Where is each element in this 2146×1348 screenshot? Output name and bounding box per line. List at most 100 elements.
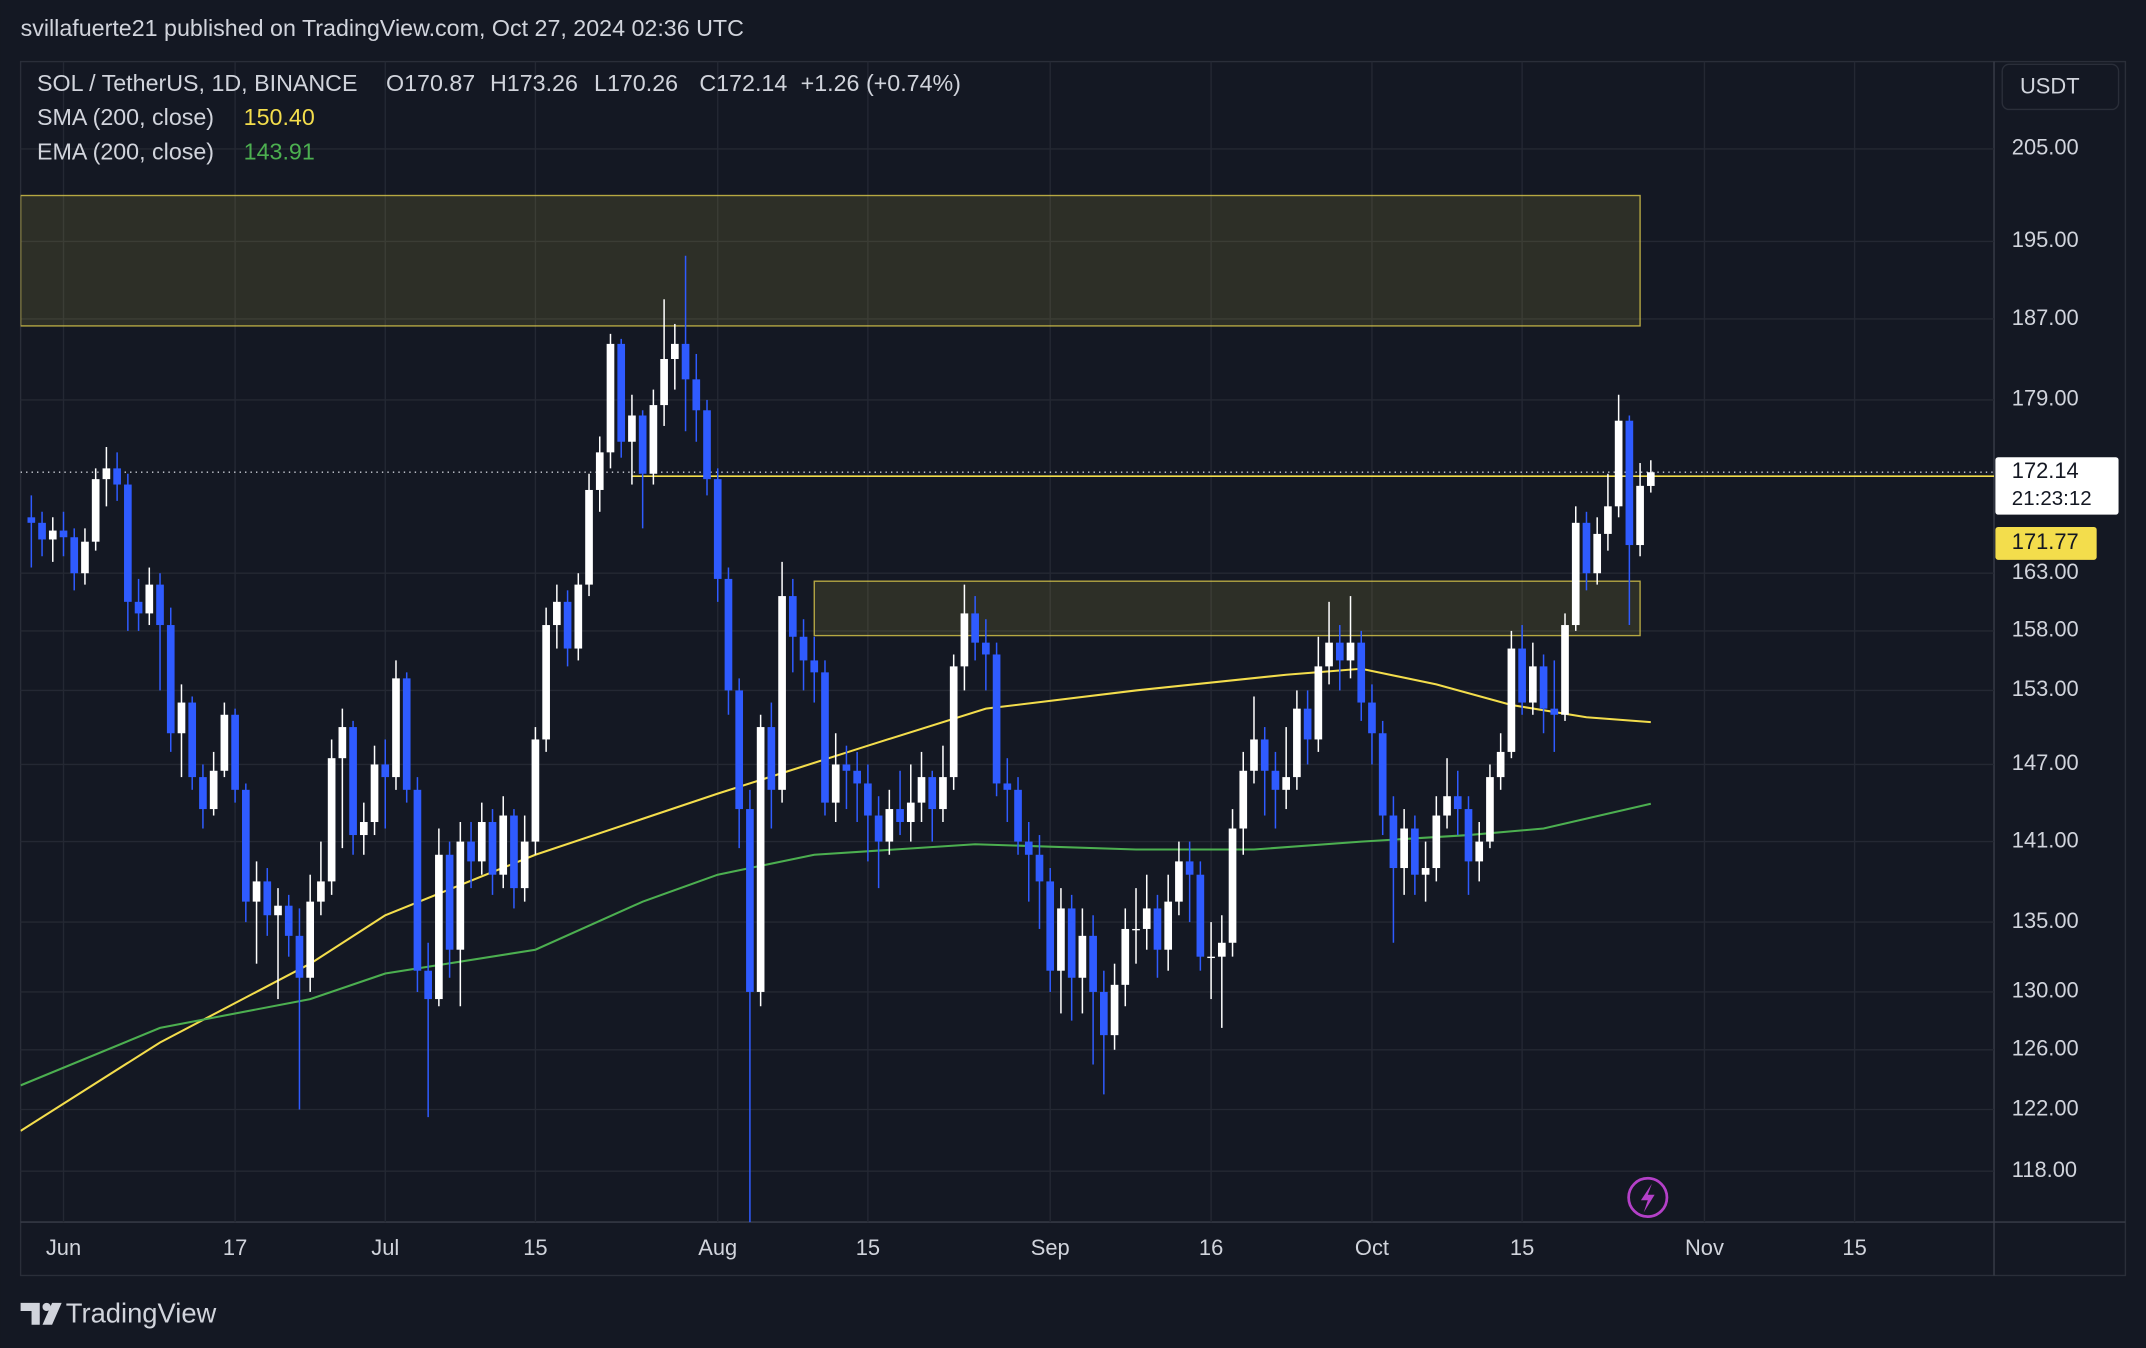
- candle-body: [821, 672, 829, 803]
- candle-body: [606, 343, 615, 453]
- candle-body: [1518, 648, 1526, 703]
- candle-body: [756, 727, 765, 992]
- indicator-line: [20, 667, 1651, 1132]
- currency-button[interactable]: [2001, 63, 2120, 111]
- candle-body: [1228, 828, 1237, 943]
- candle-body: [306, 901, 315, 978]
- candle-body: [864, 783, 872, 816]
- candle-body: [1057, 908, 1065, 971]
- candle-body: [810, 660, 819, 673]
- ohlc-value: +1.26 (+0.74%): [801, 70, 961, 96]
- ohlc-value: H173.26: [490, 70, 578, 96]
- candle-body: [735, 690, 744, 810]
- candle-body: [370, 764, 379, 823]
- candle-body: [724, 578, 733, 691]
- candle-body: [1175, 861, 1183, 902]
- candle-body: [27, 517, 36, 523]
- candle-body: [145, 584, 154, 614]
- y-tick-label: 205.00: [2012, 135, 2079, 160]
- candle-body: [1529, 666, 1537, 703]
- candle-body: [467, 841, 475, 862]
- candle-body: [767, 727, 776, 790]
- logo-dot: [42, 1302, 51, 1312]
- candle-body: [928, 777, 937, 810]
- candle-body: [703, 410, 711, 480]
- candle-body: [1464, 809, 1473, 862]
- candle-body: [906, 802, 915, 823]
- level-price-box: [1995, 526, 2097, 560]
- candle-body: [70, 537, 79, 574]
- countdown-label: 21:23:12: [2012, 487, 2092, 510]
- candle-body: [113, 468, 121, 485]
- candle-body: [971, 613, 979, 643]
- candle-body: [102, 468, 111, 480]
- candle-body: [477, 822, 486, 862]
- candle-body: [1153, 908, 1162, 950]
- candle-body: [188, 702, 197, 778]
- candle-body: [713, 479, 722, 579]
- y-tick-label: 126.00: [2012, 1036, 2079, 1061]
- candle-body: [456, 841, 465, 950]
- candle-body: [1475, 841, 1484, 862]
- candle-body: [1164, 901, 1173, 950]
- legend: O170.87 H173.26 L170.26 C172.14 +1.26 (+0.74…: [37, 70, 961, 164]
- x-tick-label: Jul: [371, 1235, 399, 1260]
- candle-body: [1035, 854, 1044, 882]
- candle-body: [992, 654, 1001, 784]
- candle-body: [124, 484, 132, 602]
- candle-body: [1132, 928, 1140, 931]
- candle-body: [949, 666, 958, 778]
- indicator-name: SMA (200, close): [37, 104, 214, 130]
- x-tick-label: 15: [856, 1235, 880, 1260]
- candle-body: [842, 764, 851, 771]
- candle-body: [1496, 751, 1505, 778]
- candle-body: [1357, 642, 1366, 703]
- candle-body: [660, 359, 668, 406]
- candle-body: [1593, 533, 1602, 574]
- candle-body: [381, 764, 390, 778]
- candle-body: [231, 714, 239, 790]
- candle-body: [531, 739, 540, 842]
- candle-body: [671, 343, 679, 360]
- plot-area: [20, 194, 1995, 1223]
- candle-body: [896, 809, 904, 823]
- candle-body: [220, 714, 229, 771]
- bolt-icon[interactable]: [1627, 1176, 1669, 1218]
- candle-body: [209, 770, 218, 810]
- candle-body: [424, 970, 432, 1000]
- logo-slash: [42, 1302, 62, 1325]
- bolt-circle[interactable]: [1627, 1176, 1669, 1218]
- y-tick-label: 135.00: [2012, 908, 2079, 933]
- x-tick-label: 15: [1842, 1235, 1866, 1260]
- candle-body: [1217, 942, 1226, 957]
- candle-body: [1325, 642, 1333, 667]
- candle-body: [960, 613, 969, 667]
- candle-body: [1078, 935, 1087, 978]
- candle-body: [1582, 522, 1591, 574]
- axes: 205.00 195.00 187.00 179.00 163.00 158.00 153.…: [46, 135, 2119, 1260]
- candle-body: [166, 625, 175, 734]
- candle-body: [628, 415, 636, 442]
- candle-body: [799, 636, 808, 661]
- bolt-glyph[interactable]: [1640, 1183, 1655, 1213]
- currency-label[interactable]: USDT: [2020, 73, 2080, 98]
- y-tick-label: 122.00: [2012, 1095, 2079, 1120]
- y-tick-label: 118.00: [2012, 1157, 2077, 1182]
- candle-body: [1368, 702, 1376, 734]
- candle-body: [1110, 984, 1119, 1036]
- indicator-name: EMA (200, close): [37, 138, 214, 164]
- candle-body: [510, 815, 518, 889]
- last-price-label: 172.14: [2012, 458, 2079, 483]
- candle-body: [1239, 770, 1248, 829]
- candle-body: [939, 777, 947, 810]
- candle-body: [1314, 666, 1323, 740]
- candle-body: [885, 809, 894, 842]
- candle-body: [156, 584, 164, 626]
- ohlc-value: C172.14: [699, 70, 787, 96]
- candle-body: [445, 854, 454, 950]
- candle-body: [1421, 868, 1430, 875]
- symbol-label: SOL / TetherUS, 1D, BINANCE: [37, 70, 357, 96]
- x-tick-label: Jun: [46, 1235, 81, 1260]
- candle-body: [1282, 777, 1290, 790]
